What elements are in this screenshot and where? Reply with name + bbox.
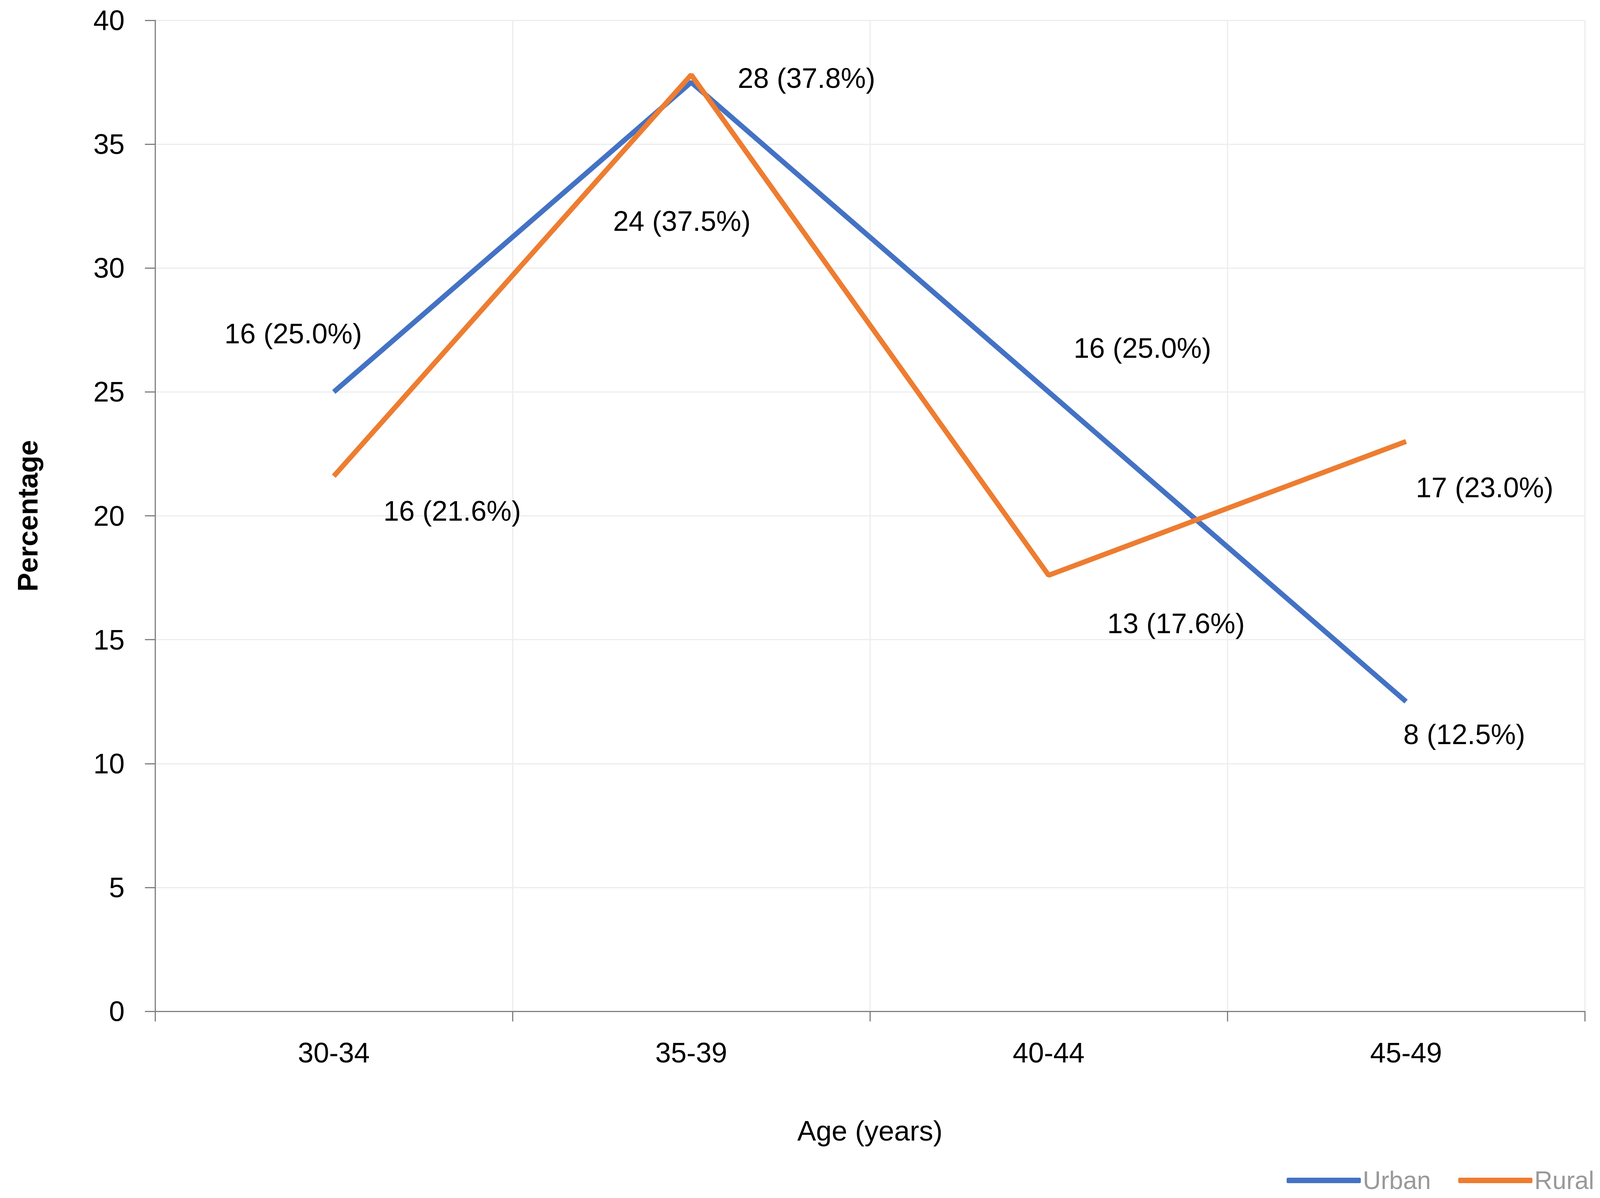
svg-text:30: 30 bbox=[93, 252, 125, 284]
svg-text:16 (21.6%): 16 (21.6%) bbox=[383, 495, 521, 527]
svg-text:16 (25.0%): 16 (25.0%) bbox=[224, 317, 362, 350]
svg-text:8 (12.5%): 8 (12.5%) bbox=[1403, 718, 1525, 750]
svg-text:35-39: 35-39 bbox=[655, 1037, 727, 1069]
svg-text:20: 20 bbox=[93, 500, 125, 532]
svg-text:24 (37.5%): 24 (37.5%) bbox=[612, 205, 751, 237]
svg-text:45-49: 45-49 bbox=[1369, 1037, 1442, 1069]
svg-text:40: 40 bbox=[93, 4, 125, 36]
svg-text:15: 15 bbox=[93, 624, 125, 656]
svg-text:17 (23.0%): 17 (23.0%) bbox=[1415, 471, 1554, 504]
svg-text:35: 35 bbox=[93, 128, 125, 160]
svg-text:40-44: 40-44 bbox=[1012, 1037, 1085, 1069]
svg-text:5: 5 bbox=[108, 871, 125, 904]
svg-text:28 (37.8%): 28 (37.8%) bbox=[737, 62, 875, 94]
svg-text:Urban: Urban bbox=[1362, 1166, 1431, 1195]
svg-text:25: 25 bbox=[93, 376, 125, 408]
svg-text:13 (17.6%): 13 (17.6%) bbox=[1107, 607, 1245, 640]
svg-text:30-34: 30-34 bbox=[297, 1037, 370, 1069]
svg-text:Age (years): Age (years) bbox=[797, 1115, 943, 1147]
svg-text:0: 0 bbox=[108, 995, 125, 1027]
svg-text:16 (25.0%): 16 (25.0%) bbox=[1073, 332, 1211, 364]
svg-text:10: 10 bbox=[93, 748, 125, 780]
svg-text:Percentage: Percentage bbox=[12, 439, 44, 592]
svg-text:Rural: Rural bbox=[1534, 1166, 1595, 1195]
